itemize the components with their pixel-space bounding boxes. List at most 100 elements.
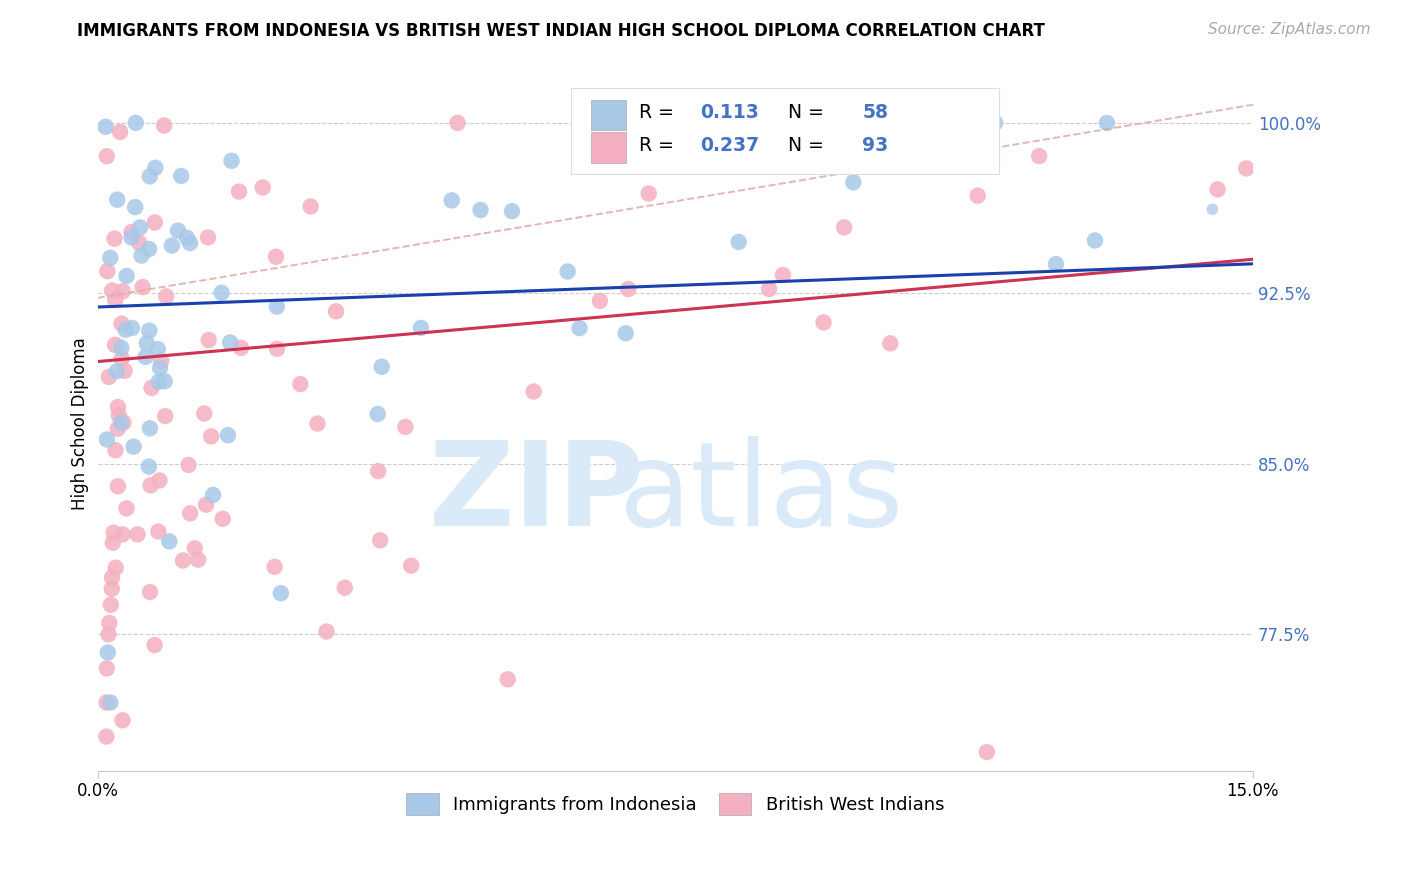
Point	[104, 338, 127, 352]
Point	[105, 364, 128, 378]
Point	[121, 321, 143, 335]
Legend: Immigrants from Indonesia, British West Indians: Immigrants from Indonesia, British West …	[398, 784, 953, 824]
Y-axis label: High School Diploma: High School Diploma	[72, 338, 89, 510]
Point	[200, 429, 222, 443]
Point	[368, 533, 391, 548]
Point	[100, 598, 122, 612]
Point	[103, 525, 125, 540]
Point	[184, 541, 207, 556]
Point	[148, 524, 170, 539]
Point	[97, 627, 120, 641]
Point	[1234, 161, 1257, 176]
Point	[135, 350, 157, 364]
Point	[501, 204, 523, 219]
Point	[101, 284, 124, 298]
Point	[111, 527, 134, 541]
Point	[108, 125, 131, 139]
Point	[110, 416, 132, 430]
Point	[111, 714, 134, 728]
Point	[146, 342, 169, 356]
Text: R =: R =	[640, 136, 681, 154]
Point	[124, 200, 146, 214]
Point	[131, 248, 153, 262]
Point	[1256, 251, 1278, 265]
Point	[589, 293, 612, 308]
Point	[125, 116, 148, 130]
Point	[176, 231, 198, 245]
Point	[96, 433, 118, 447]
Point	[523, 384, 546, 399]
Text: Source: ZipAtlas.com: Source: ZipAtlas.com	[1208, 22, 1371, 37]
Point	[105, 193, 128, 207]
Point	[155, 409, 177, 423]
Point	[197, 333, 219, 347]
Point	[150, 353, 173, 368]
Point	[104, 293, 127, 307]
Point	[108, 409, 131, 423]
Point	[879, 336, 901, 351]
Point	[470, 202, 492, 217]
Point	[367, 407, 389, 421]
Point	[122, 440, 145, 454]
Point	[115, 268, 138, 283]
Point	[264, 250, 287, 264]
Point	[325, 304, 347, 318]
Point	[128, 235, 150, 250]
Text: 0.113: 0.113	[700, 103, 759, 122]
Point	[143, 161, 166, 175]
Point	[221, 153, 243, 168]
Point	[115, 501, 138, 516]
Point	[1206, 182, 1229, 196]
Point	[617, 282, 640, 296]
Point	[832, 220, 855, 235]
Point	[409, 321, 432, 335]
Point	[177, 458, 200, 472]
Point	[138, 242, 160, 256]
Point	[966, 188, 988, 202]
Point	[568, 321, 591, 335]
Point	[111, 285, 134, 299]
Point	[394, 420, 416, 434]
Point	[98, 615, 121, 630]
Point	[157, 534, 180, 549]
Point	[772, 268, 794, 282]
Point	[138, 324, 160, 338]
Point	[195, 498, 218, 512]
Text: 0.237: 0.237	[700, 136, 759, 154]
Point	[170, 169, 193, 183]
Point	[112, 416, 135, 430]
Point	[121, 230, 143, 244]
Point	[94, 120, 117, 134]
Point	[179, 506, 201, 520]
Point	[97, 370, 120, 384]
Point	[193, 407, 215, 421]
Point	[370, 359, 392, 374]
Point	[842, 175, 865, 189]
Point	[148, 375, 170, 389]
Point	[141, 381, 163, 395]
Point	[179, 235, 201, 250]
Point	[1045, 257, 1067, 271]
Point	[107, 422, 129, 436]
Point	[131, 280, 153, 294]
Point	[100, 582, 122, 596]
Point	[187, 552, 209, 566]
Point	[633, 121, 655, 136]
Point	[637, 186, 659, 201]
Point	[107, 400, 129, 414]
Point	[1028, 149, 1050, 163]
Point	[104, 560, 127, 574]
Point	[138, 459, 160, 474]
Point	[758, 282, 780, 296]
Point	[96, 661, 118, 675]
Point	[299, 199, 322, 213]
Point	[155, 289, 177, 303]
Point	[367, 464, 389, 478]
Point	[252, 180, 274, 194]
Text: R =: R =	[640, 103, 681, 122]
Point	[217, 428, 239, 442]
Point	[110, 317, 132, 331]
Point	[1095, 116, 1118, 130]
Point	[307, 417, 329, 431]
Point	[96, 696, 118, 710]
